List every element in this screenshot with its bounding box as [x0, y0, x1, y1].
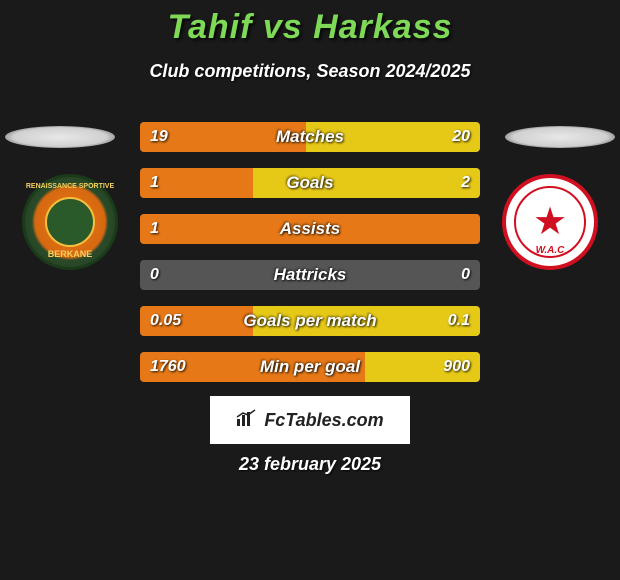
subtitle: Club competitions, Season 2024/2025 — [0, 61, 620, 82]
stat-row: 19 Matches 20 — [140, 122, 480, 152]
stat-label: Hattricks — [140, 260, 480, 290]
stat-label: Assists — [140, 214, 480, 244]
stats-container: 19 Matches 20 1 Goals 2 1 Assists 0 Hatt… — [140, 122, 480, 398]
stat-row: 0.05 Goals per match 0.1 — [140, 306, 480, 336]
stat-label: Matches — [140, 122, 480, 152]
badge-left-inner — [45, 197, 95, 247]
player-shadow-left — [5, 126, 115, 148]
stat-value-right: 0.1 — [448, 306, 470, 336]
stat-value-right: 900 — [443, 352, 470, 382]
stat-row: 1 Assists — [140, 214, 480, 244]
badge-left-text-bottom: BERKANE — [25, 249, 115, 259]
date-label: 23 february 2025 — [0, 454, 620, 475]
team-badge-right: ★ W.A.C — [502, 174, 598, 270]
branding-text: FcTables.com — [264, 410, 383, 431]
stat-row: 1 Goals 2 — [140, 168, 480, 198]
chart-icon — [236, 409, 258, 432]
stat-label: Goals per match — [140, 306, 480, 336]
stat-label: Goals — [140, 168, 480, 198]
team-badge-left: RENAISSANCE SPORTIVE BERKANE — [22, 174, 118, 270]
stat-row: 1760 Min per goal 900 — [140, 352, 480, 382]
stat-row: 0 Hattricks 0 — [140, 260, 480, 290]
stat-label: Min per goal — [140, 352, 480, 382]
page-title: Tahif vs Harkass — [0, 0, 620, 47]
badge-right-text: W.A.C — [536, 245, 565, 256]
star-icon: ★ — [533, 203, 567, 241]
player-shadow-right — [505, 126, 615, 148]
branding-box: FcTables.com — [210, 396, 410, 444]
stat-value-right: 20 — [452, 122, 470, 152]
stat-value-right: 2 — [461, 168, 470, 198]
stat-value-right: 0 — [461, 260, 470, 290]
badge-left-text-top: RENAISSANCE SPORTIVE — [25, 183, 115, 190]
